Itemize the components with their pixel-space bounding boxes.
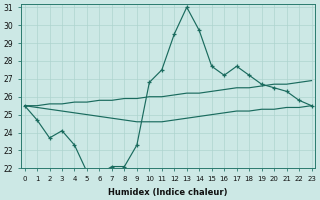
- X-axis label: Humidex (Indice chaleur): Humidex (Indice chaleur): [108, 188, 228, 197]
